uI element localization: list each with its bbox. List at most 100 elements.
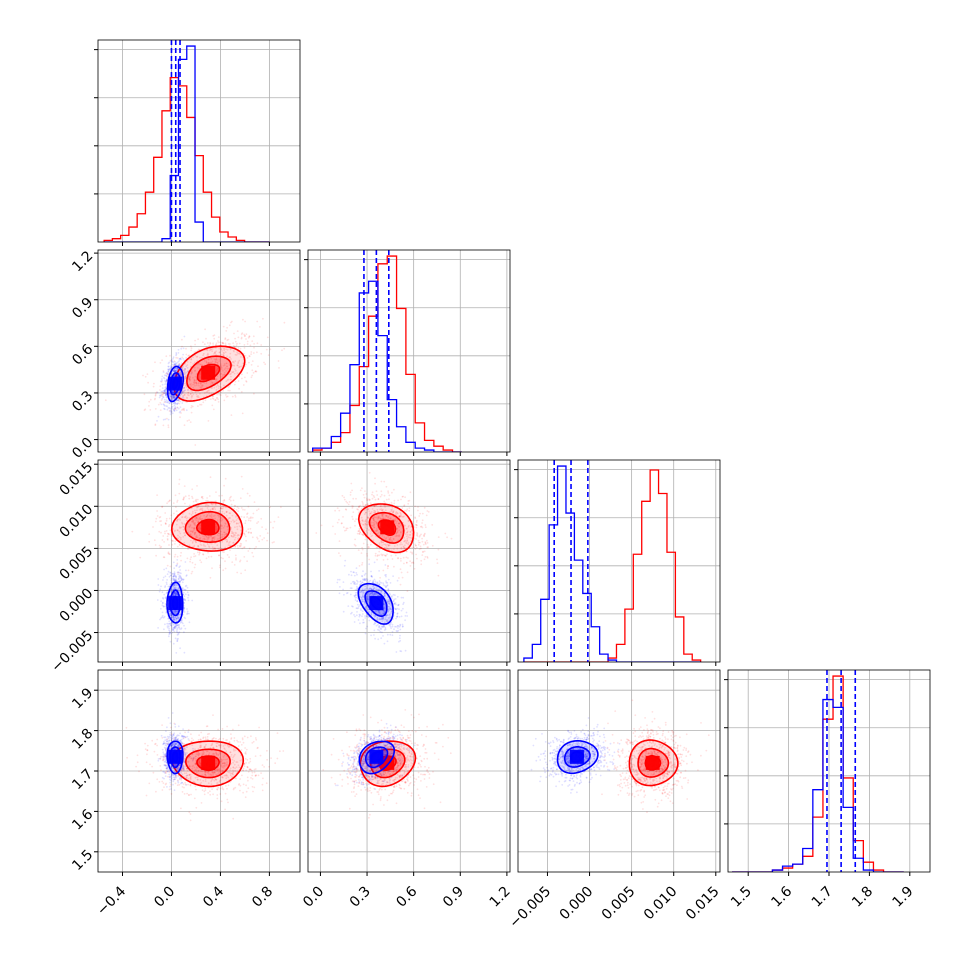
scatter-point — [157, 415, 160, 418]
scatter-point — [168, 368, 171, 370]
scatter-point — [368, 610, 371, 613]
scatter-point — [172, 396, 175, 398]
scatter-point — [370, 592, 373, 595]
scatter-point — [232, 344, 235, 347]
scatter-point — [214, 352, 217, 355]
scatter-point — [243, 333, 246, 336]
scatter-point — [172, 616, 175, 619]
scatter-point — [367, 599, 370, 601]
scatter-point — [381, 513, 384, 516]
scatter-point — [199, 381, 202, 384]
scatter-point — [168, 500, 171, 502]
scatter-point — [193, 366, 196, 369]
scatter-point — [384, 628, 387, 631]
scatter-point — [238, 366, 241, 368]
scatter-point — [240, 365, 243, 368]
scatter-point — [421, 526, 424, 529]
scatter-point — [206, 543, 209, 546]
scatter-point — [219, 394, 222, 396]
scatter-point — [388, 592, 391, 595]
scatter-point — [181, 345, 183, 348]
scatter-point — [387, 600, 390, 603]
scatter-point — [373, 505, 376, 507]
scatter-point — [362, 619, 365, 621]
scatter-point — [384, 537, 387, 540]
scatter-point — [208, 514, 211, 517]
scatter-point — [426, 555, 429, 558]
scatter-point — [415, 524, 418, 526]
scatter-point — [172, 361, 175, 364]
scatter-point — [180, 393, 183, 396]
scatter-point — [159, 618, 161, 621]
scatter-point — [398, 515, 401, 518]
scatter-point — [171, 588, 174, 591]
scatter-point — [373, 496, 376, 499]
scatter-point — [355, 572, 358, 574]
scatter-point — [390, 517, 392, 519]
scatter-point — [165, 592, 168, 595]
scatter-point — [400, 514, 402, 517]
scatter-point — [179, 406, 182, 408]
scatter-point — [400, 546, 403, 549]
scatter-point — [198, 552, 201, 555]
scatter-point — [230, 527, 233, 529]
scatter-point — [364, 523, 367, 526]
scatter-point — [371, 534, 374, 537]
scatter-point — [343, 496, 345, 499]
scatter-point — [205, 361, 208, 364]
scatter-point — [215, 342, 218, 345]
scatter-point — [180, 577, 182, 579]
scatter-point — [354, 599, 357, 601]
scatter-point — [387, 617, 390, 619]
scatter-point — [383, 625, 386, 628]
scatter-point — [174, 370, 177, 372]
scatter-point — [159, 402, 162, 404]
scatter-point — [420, 525, 423, 528]
scatter-point — [196, 359, 199, 362]
scatter-point — [415, 526, 418, 529]
scatter-point — [414, 543, 417, 546]
scatter-point — [164, 522, 167, 525]
scatter-point — [175, 577, 177, 579]
scatter-point — [384, 517, 386, 520]
scatter-point — [216, 519, 219, 522]
scatter-point — [409, 533, 412, 536]
scatter-point — [394, 607, 397, 610]
scatter-point — [211, 397, 214, 400]
scatter-point — [247, 528, 250, 530]
scatter-point — [171, 397, 174, 399]
scatter-point — [169, 572, 172, 574]
scatter-point — [388, 518, 391, 520]
scatter-point — [181, 588, 184, 591]
scatter-point — [399, 650, 402, 652]
scatter-point — [180, 619, 183, 622]
scatter-point — [372, 519, 375, 522]
scatter-point — [174, 586, 176, 589]
scatter-point — [215, 350, 218, 353]
scatter-point — [222, 502, 225, 504]
scatter-point — [391, 491, 393, 494]
scatter-point — [378, 542, 381, 545]
scatter-point — [158, 530, 161, 533]
scatter-point — [214, 517, 217, 520]
scatter-point — [396, 531, 399, 534]
scatter-point — [384, 574, 386, 576]
scatter-point — [363, 505, 365, 508]
scatter-point — [243, 344, 246, 346]
scatter-point — [183, 651, 186, 654]
scatter-point — [183, 407, 185, 410]
scatter-point — [366, 499, 368, 501]
scatter-point — [364, 579, 366, 582]
scatter-point — [210, 516, 213, 519]
scatter-point — [405, 527, 408, 530]
scatter-point — [365, 605, 368, 607]
scatter-point — [178, 575, 181, 578]
scatter-point — [195, 381, 198, 384]
scatter-point — [166, 378, 168, 381]
contour-line — [166, 581, 184, 624]
scatter-point — [385, 585, 387, 588]
scatter-point — [378, 583, 381, 586]
scatter-point — [227, 517, 230, 520]
scatter-point — [176, 406, 179, 409]
scatter-point — [394, 594, 396, 596]
